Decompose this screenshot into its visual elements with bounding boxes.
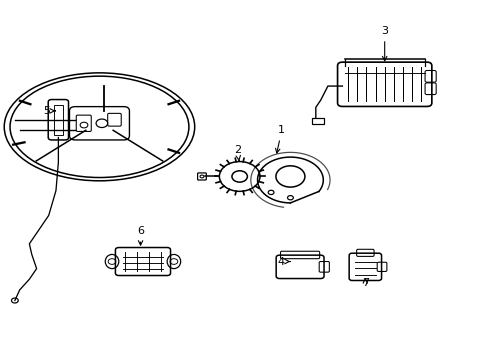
Text: 3: 3 [381, 26, 387, 61]
Bar [311, 118, 324, 124]
Text: 2: 2 [233, 145, 240, 161]
Text: 7: 7 [361, 278, 368, 288]
Text: 1: 1 [275, 125, 285, 153]
Text: 4: 4 [277, 257, 289, 266]
Bar [53, 105, 63, 135]
Text: 5: 5 [43, 106, 55, 116]
Text: 6: 6 [137, 226, 144, 245]
